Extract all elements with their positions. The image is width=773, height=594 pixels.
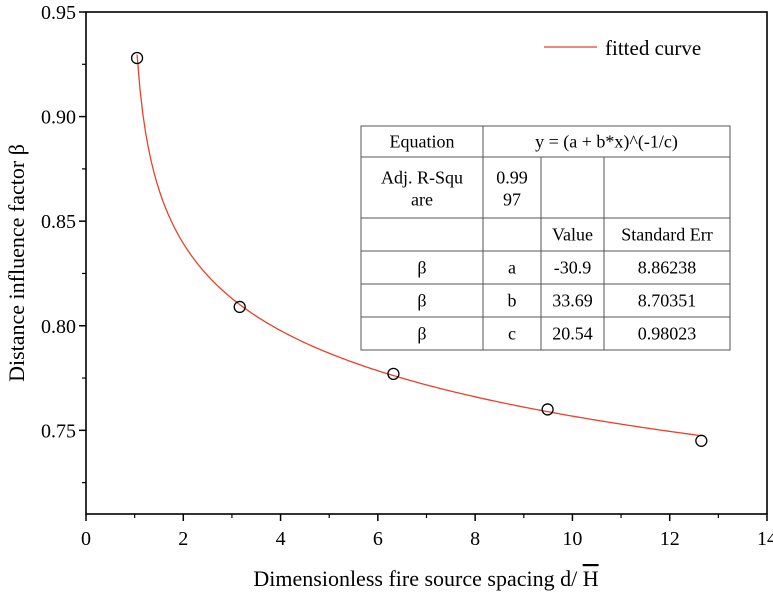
x-axis-label-text: Dimensionless fire source spacing d/ [253, 566, 582, 591]
y-tick-label: 0.85 [41, 211, 76, 233]
fit-table [360, 125, 731, 351]
fit-table-cell: 8.70351 [638, 291, 697, 311]
fit-table-cell: a [508, 258, 516, 278]
fit-table-cell-line: are [411, 190, 433, 210]
x-tick-label: 0 [81, 528, 91, 550]
x-tick-label: 12 [660, 528, 680, 550]
fit-table-cell: β [417, 258, 426, 278]
fit-table-cell: 20.54 [552, 324, 593, 344]
x-tick-label: 6 [373, 528, 383, 550]
fitted-curve-line [136, 54, 702, 437]
data-point [130, 51, 144, 65]
fit-table-cell: -30.9 [554, 258, 592, 278]
fit-table-cell: b [508, 291, 517, 311]
fit-table-cell: β [417, 324, 426, 344]
fit-table-cell: y = (a + b*x)^(-1/c) [535, 132, 678, 153]
data-point [695, 434, 708, 447]
fit-table-cell: c [508, 324, 516, 344]
data-point [541, 403, 554, 416]
x-tick-label: 14 [757, 528, 773, 550]
fit-table-cell: 0.99 97 [496, 168, 528, 210]
x-tick-label: 8 [470, 528, 480, 550]
x-axis-label-symbol: H [583, 566, 599, 591]
x-tick-label: 10 [562, 528, 582, 550]
y-tick-label: 0.90 [41, 107, 76, 129]
fit-table-cell: Equation [390, 132, 455, 152]
y-tick-label: 0.75 [41, 420, 76, 442]
legend-label: fitted curve [605, 36, 701, 60]
x-tick-label: 2 [178, 528, 188, 550]
x-axis-label: Dimensionless fire source spacing d/ H [253, 566, 598, 591]
fit-table-cell-line: Adj. R-Squ [381, 168, 463, 188]
fit-table-cell-line: 0.99 [496, 168, 528, 188]
fit-table-cell: Value [552, 225, 593, 245]
data-point [387, 367, 400, 381]
fit-table-cell: Standard Err [621, 225, 712, 245]
fit-table-cell: Adj. R-Squ are [381, 168, 463, 210]
data-point [233, 300, 246, 314]
fit-table-cell: β [417, 291, 426, 311]
y-axis-label: Distance influence factor β [4, 144, 29, 382]
y-tick-label: 0.95 [41, 2, 76, 24]
y-tick-label: 0.80 [41, 316, 76, 338]
fit-table-cell: 33.69 [552, 291, 593, 311]
plot-area: 0 2 4 6 8 10 12 14 0.75 0.80 0.85 0.90 0.95 Dimension… [4, 2, 773, 591]
fit-table-cell: 8.86238 [638, 258, 697, 278]
fit-table-cell-line: 97 [503, 190, 521, 210]
x-tick-label: 4 [276, 528, 286, 550]
fit-table-cell: 0.98023 [638, 324, 697, 344]
